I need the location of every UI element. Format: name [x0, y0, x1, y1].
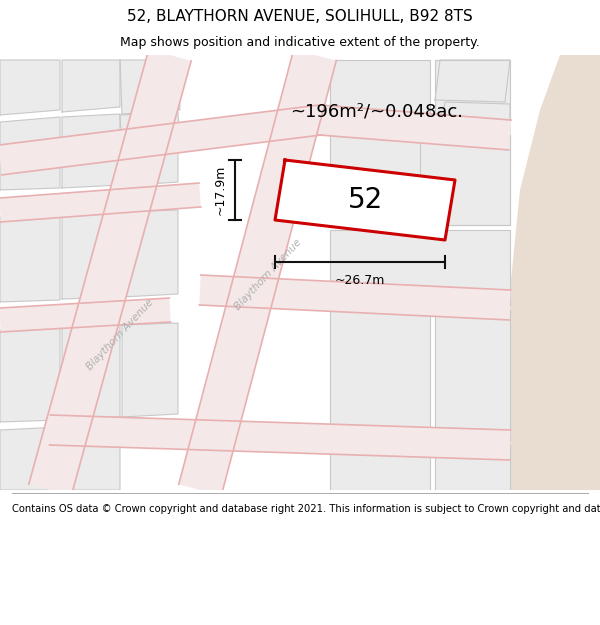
- Polygon shape: [179, 49, 336, 496]
- Text: ~26.7m: ~26.7m: [335, 274, 385, 287]
- Text: Contains OS data © Crown copyright and database right 2021. This information is : Contains OS data © Crown copyright and d…: [12, 504, 600, 514]
- Polygon shape: [435, 445, 510, 490]
- Polygon shape: [0, 117, 60, 152]
- Polygon shape: [435, 310, 510, 440]
- Polygon shape: [330, 230, 510, 305]
- Text: Map shows position and indicative extent of the property.: Map shows position and indicative extent…: [120, 36, 480, 49]
- Polygon shape: [435, 60, 510, 120]
- Polygon shape: [62, 114, 120, 150]
- Text: 52, BLAYTHORN AVENUE, SOLIHULL, B92 8TS: 52, BLAYTHORN AVENUE, SOLIHULL, B92 8TS: [127, 9, 473, 24]
- Polygon shape: [122, 148, 178, 186]
- Polygon shape: [510, 55, 600, 490]
- Polygon shape: [0, 105, 322, 175]
- Polygon shape: [435, 60, 510, 102]
- Polygon shape: [0, 155, 60, 190]
- Polygon shape: [0, 298, 171, 332]
- Polygon shape: [0, 327, 60, 422]
- Polygon shape: [0, 60, 60, 115]
- Polygon shape: [62, 325, 120, 419]
- Polygon shape: [319, 105, 511, 150]
- Polygon shape: [62, 60, 120, 112]
- Polygon shape: [50, 415, 511, 460]
- Polygon shape: [330, 310, 430, 440]
- Text: ~17.9m: ~17.9m: [214, 165, 227, 215]
- Polygon shape: [62, 425, 120, 490]
- Polygon shape: [199, 275, 511, 320]
- Polygon shape: [62, 152, 120, 188]
- Polygon shape: [120, 112, 180, 149]
- Text: 52: 52: [347, 186, 383, 214]
- Polygon shape: [0, 183, 201, 222]
- Polygon shape: [420, 135, 510, 225]
- Text: ~196m²/~0.048ac.: ~196m²/~0.048ac.: [290, 103, 463, 121]
- Polygon shape: [122, 323, 178, 417]
- Text: Blaythorn Avenue: Blaythorn Avenue: [233, 238, 304, 312]
- Polygon shape: [62, 212, 120, 299]
- Polygon shape: [29, 49, 191, 496]
- Polygon shape: [330, 60, 430, 120]
- Polygon shape: [275, 160, 455, 240]
- Polygon shape: [440, 102, 510, 138]
- Polygon shape: [0, 214, 60, 302]
- Polygon shape: [122, 210, 178, 297]
- Polygon shape: [330, 135, 510, 225]
- Polygon shape: [0, 427, 60, 490]
- Polygon shape: [330, 122, 430, 132]
- Polygon shape: [330, 445, 430, 490]
- Text: Blaythorn Avenue: Blaythorn Avenue: [85, 298, 155, 372]
- Polygon shape: [120, 60, 180, 114]
